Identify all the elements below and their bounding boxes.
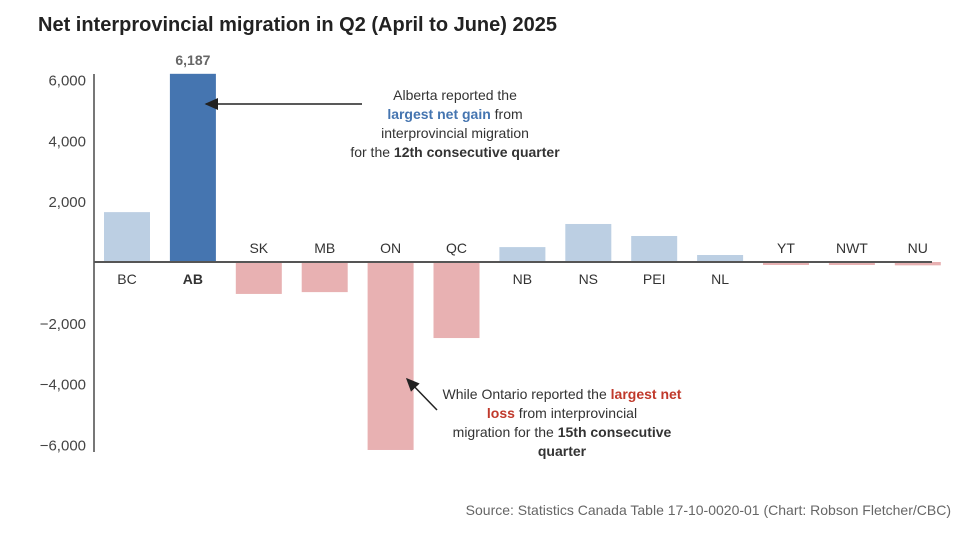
data-label: 6,187 [175,52,210,68]
annotation-bold: 15th consecutive quarter [537,424,672,459]
y-tick-label: −4,000 [40,377,86,394]
category-label: PEI [643,271,666,287]
annotation-text: While Ontario reported the [442,386,611,402]
annotation-text: from interprovincial [514,405,638,421]
annotation-highlight-loss: largest net loss [486,386,682,421]
category-label: QC [446,240,467,256]
chart-title: Net interprovincial migration in Q2 (Apr… [38,14,557,36]
bar-ab [169,73,216,263]
category-label: AB [183,271,203,287]
annotation-arrow-ontario [405,377,438,411]
category-label: ON [380,240,401,256]
bar-on [367,262,414,450]
annotation-text: from [490,106,523,122]
bar-nu [894,262,941,266]
bar-ns [565,223,612,262]
annotation-alberta: Alberta reported the largest net gain fr… [350,86,560,162]
bar-nl [697,255,744,262]
category-label: NU [908,240,928,256]
category-label: NS [579,271,598,287]
y-tick-label: −2,000 [40,316,86,333]
category-label: NB [513,271,532,287]
bar-pei [631,235,678,262]
category-label: NL [711,271,729,287]
y-tick-label: 4,000 [48,133,86,150]
category-label: NWT [836,240,868,256]
y-tick-label: 2,000 [48,194,86,211]
annotation-highlight-gain: largest net gain [387,106,491,122]
category-label: BC [117,271,136,287]
bar-nwt [828,262,875,265]
y-tick-label: −6,000 [40,438,86,455]
annotation-text: Alberta reported the [393,87,517,103]
bar-sk [235,262,282,294]
annotation-text: migration for the [452,424,558,440]
annotation-text: for the [350,144,394,160]
annotation-text: interprovincial migration [381,125,529,141]
bar-mb [301,262,348,293]
category-label: SK [249,240,268,256]
category-label: YT [777,240,795,256]
bar-yt [763,262,809,265]
bar-bc [104,212,150,262]
category-label: MB [314,240,335,256]
annotation-bold: 12th consecutive quarter [393,144,560,160]
bar-qc [433,262,480,339]
source-note: Source: Statistics Canada Table 17-10-00… [465,502,951,518]
bar-nb [499,247,546,262]
annotation-ontario: While Ontario reported the largest net l… [432,385,692,461]
y-tick-label: 6,000 [48,73,86,90]
